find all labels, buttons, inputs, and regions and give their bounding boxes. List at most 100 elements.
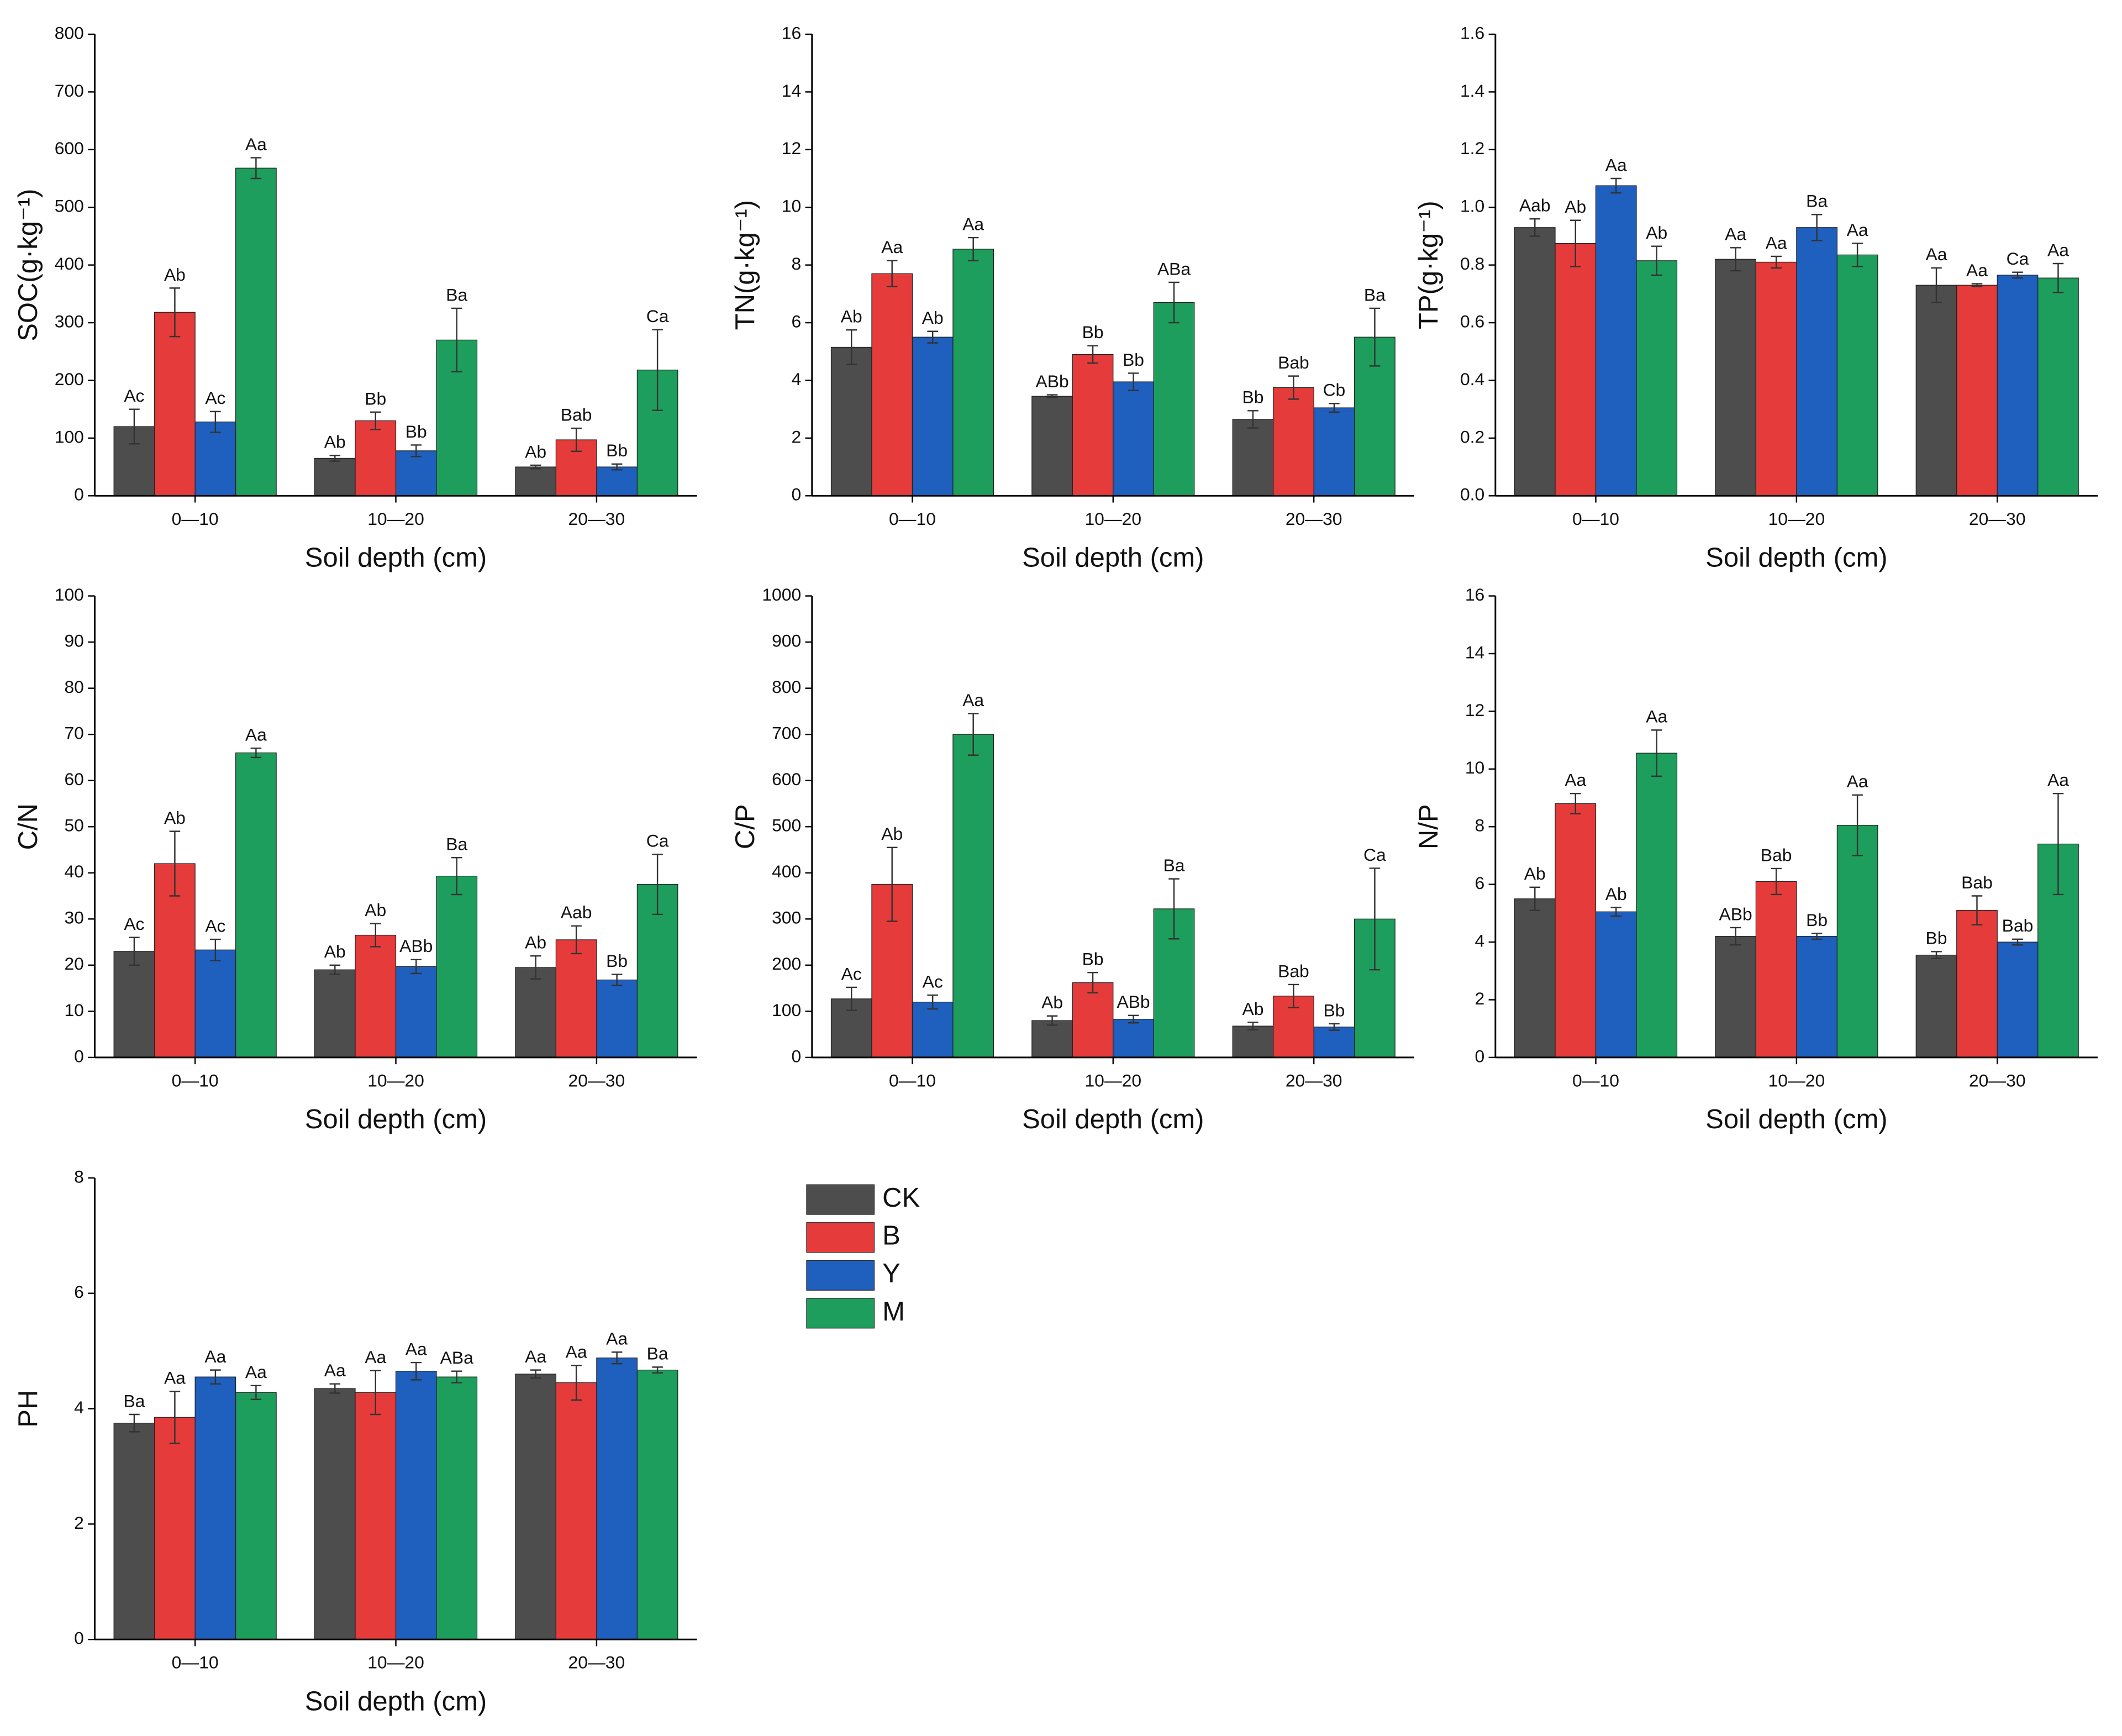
- bar: [1031, 1020, 1073, 1058]
- significance-label: Ba: [1806, 191, 1828, 211]
- bar: [154, 312, 196, 496]
- error-bar: [1087, 971, 1098, 994]
- significance-label: Aa: [1565, 770, 1586, 790]
- y-tick-label: 14: [782, 81, 801, 101]
- error-bar: [210, 411, 221, 433]
- error-bar: [530, 464, 541, 470]
- significance-label: Bab: [2002, 916, 2034, 935]
- error-bar: [2052, 262, 2064, 293]
- bar: [355, 1392, 397, 1640]
- y-tick-label: 200: [772, 954, 801, 974]
- error-bar: [1651, 729, 1662, 777]
- y-tick-label: 100: [55, 585, 84, 604]
- error-bar: [1610, 177, 1622, 194]
- bar: [912, 336, 954, 496]
- y-axis-title: SOC(g·kg⁻¹): [13, 189, 43, 341]
- y-axis-title: C/N: [13, 803, 43, 850]
- error-bar: [886, 846, 898, 922]
- error-bar: [1329, 1023, 1340, 1031]
- significance-label: ABb: [399, 936, 433, 956]
- y-tick-label: 70: [64, 723, 83, 743]
- significance-label: Aa: [164, 1368, 186, 1388]
- significance-label: Bb: [1926, 928, 1947, 948]
- y-tick-label: 12: [1465, 700, 1484, 720]
- error-bar: [410, 959, 422, 975]
- x-tick-label: 0—10: [172, 509, 219, 529]
- significance-label: Bab: [1961, 872, 1993, 892]
- x-tick-label: 20—30: [568, 1653, 625, 1672]
- x-tick-label: 0—10: [1572, 509, 1619, 529]
- error-bar: [1247, 1022, 1259, 1031]
- y-tick-label: 300: [55, 311, 84, 331]
- error-bar: [1811, 933, 1823, 940]
- significance-label: Ca: [1363, 845, 1386, 865]
- bar: [1232, 419, 1274, 496]
- significance-label: Ca: [646, 831, 669, 851]
- significance-label: Aa: [365, 1347, 386, 1367]
- x-tick-label: 10—20: [367, 509, 424, 529]
- significance-label: Ba: [647, 1344, 668, 1364]
- significance-label: Aa: [606, 1329, 628, 1349]
- significance-label: ABb: [1035, 371, 1068, 391]
- significance-label: Bb: [1806, 910, 1828, 930]
- significance-label: Bb: [406, 422, 427, 441]
- bar: [1555, 243, 1597, 496]
- significance-label: Ac: [923, 971, 943, 991]
- significance-label: Ba: [1364, 285, 1386, 304]
- y-tick-label: 40: [64, 861, 83, 881]
- bar: [1113, 1018, 1154, 1058]
- bar: [194, 422, 236, 496]
- error-bar: [1931, 951, 1942, 960]
- legend-swatch: [806, 1260, 875, 1291]
- error-bar: [451, 856, 462, 896]
- bar: [1273, 387, 1314, 496]
- y-axis-title: TN(g·kg⁻¹): [730, 200, 760, 330]
- significance-label: Aa: [1605, 155, 1627, 175]
- error-bar: [410, 1361, 422, 1381]
- bar: [235, 1392, 277, 1640]
- y-tick-label: 20: [64, 954, 83, 974]
- error-bar: [329, 1383, 341, 1394]
- panel: 0 2 4 6 8 10 12 14 16 0—10 Ab Aa Ab Aa 10—20 ABb Bb Bb ABa…: [730, 23, 1414, 572]
- error-bar: [370, 411, 381, 430]
- bar: [235, 167, 277, 496]
- error-bar: [169, 830, 181, 897]
- significance-label: Bb: [1082, 949, 1104, 969]
- x-axis-title: Soil depth (cm): [305, 1104, 487, 1134]
- error-bar: [2012, 271, 2023, 279]
- bar: [1796, 227, 1837, 496]
- bar: [1715, 259, 1756, 496]
- significance-label: ABa: [1157, 259, 1191, 278]
- x-tick-label: 10—20: [367, 1070, 424, 1090]
- error-bar: [451, 307, 462, 373]
- y-tick-label: 4: [74, 1397, 84, 1417]
- bar: [1031, 396, 1073, 496]
- error-bar: [530, 1369, 541, 1379]
- y-tick-label: 0: [1475, 1046, 1485, 1066]
- y-tick-label: 10: [782, 196, 801, 216]
- y-tick-label: 6: [74, 1282, 84, 1302]
- error-bar: [370, 1370, 381, 1416]
- error-bar: [1168, 281, 1180, 324]
- significance-label: Aa: [245, 725, 267, 745]
- bar: [314, 1388, 356, 1640]
- error-bar: [611, 1351, 623, 1365]
- error-bar: [1247, 410, 1259, 429]
- bar: [436, 1376, 478, 1640]
- x-tick-label: 0—10: [172, 1070, 219, 1090]
- error-bar: [652, 1366, 663, 1374]
- bar: [912, 1002, 954, 1058]
- y-tick-label: 30: [64, 908, 83, 928]
- bar: [355, 934, 397, 1058]
- y-tick-label: 12: [782, 138, 801, 158]
- significance-label: Aa: [245, 1362, 267, 1382]
- error-bar: [1046, 394, 1058, 399]
- bar: [1555, 803, 1597, 1058]
- y-tick-label: 6: [791, 311, 801, 331]
- significance-label: Bb: [606, 440, 628, 460]
- bar: [2037, 277, 2079, 496]
- x-tick-label: 10—20: [1084, 509, 1141, 529]
- bar: [1956, 910, 1998, 1058]
- significance-label: Bab: [1278, 961, 1309, 981]
- panel: 0 2 4 6 8 0—10 Ba Aa Aa Aa 10—20 Aa Aa Aa ABa 20—30 Aa Aa…: [13, 1166, 697, 1716]
